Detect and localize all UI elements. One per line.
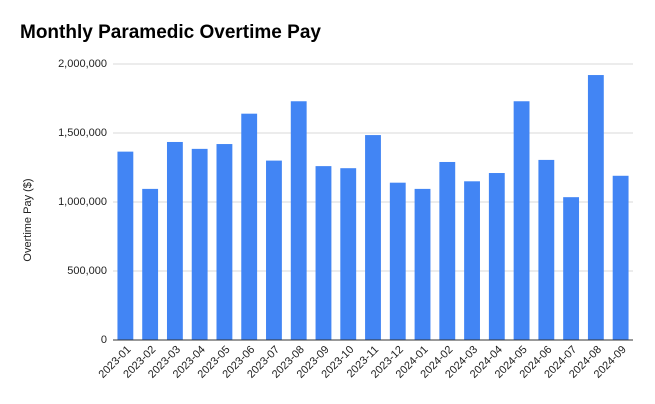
bar: [340, 168, 357, 340]
bar: [166, 141, 183, 340]
bar: [488, 173, 505, 340]
bar: [216, 144, 233, 340]
bar: [414, 188, 431, 340]
y-axis-label: Overtime Pay ($): [22, 178, 34, 261]
bar: [191, 148, 208, 340]
bar: [439, 161, 456, 340]
bar: [389, 182, 406, 340]
bar: [587, 75, 604, 340]
bar: [290, 101, 307, 340]
bar: [142, 188, 159, 340]
bar: [464, 181, 480, 340]
bar: [563, 197, 580, 340]
chart-title: Monthly Paramedic Overtime Pay: [20, 22, 321, 43]
y-tick-label: 1,500,000: [58, 127, 107, 139]
y-tick-label: 2,000,000: [58, 58, 107, 70]
y-tick-label: 500,000: [67, 265, 107, 277]
bar: [538, 159, 555, 340]
bar: [266, 160, 282, 340]
y-tick-label: 0: [101, 334, 107, 346]
bar: [513, 101, 530, 340]
y-tick-label: 1,000,000: [58, 196, 107, 208]
bar: [241, 113, 258, 341]
bar: [365, 135, 381, 340]
bar: [315, 166, 332, 340]
bar: [117, 151, 134, 340]
bar: [612, 175, 629, 340]
